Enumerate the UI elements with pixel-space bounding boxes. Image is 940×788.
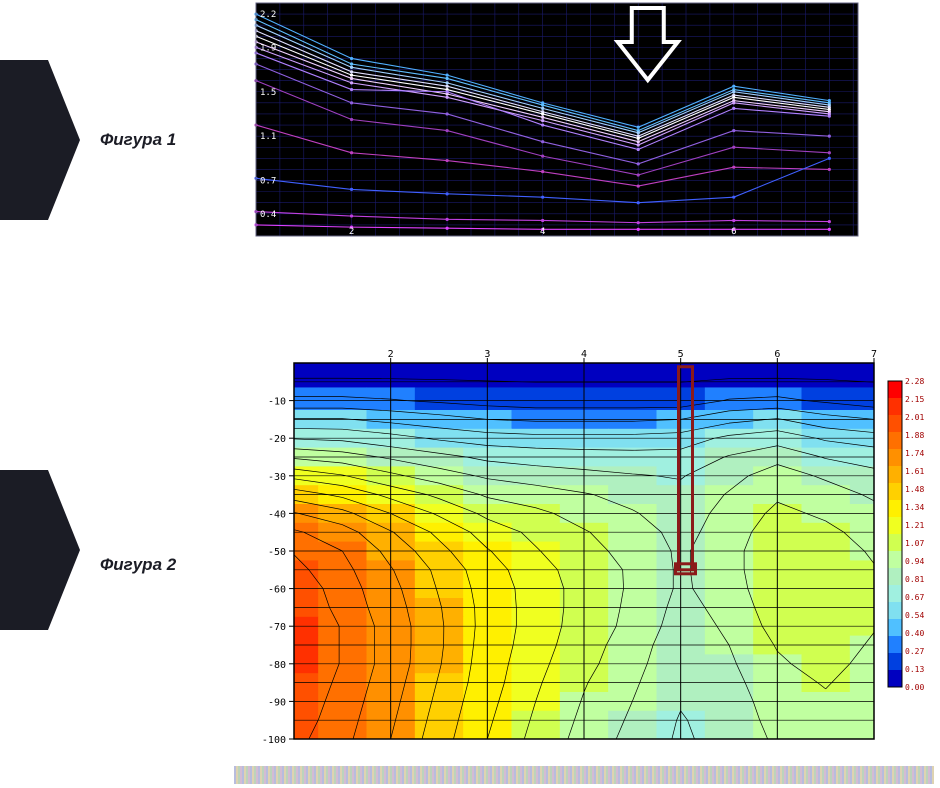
svg-text:2.01: 2.01 [905,413,924,422]
svg-text:0.13: 0.13 [905,665,924,674]
svg-text:-100: -100 [262,735,286,745]
svg-text:0.54: 0.54 [905,611,924,620]
svg-text:1.48: 1.48 [905,485,924,494]
svg-text:7: 7 [871,349,877,360]
svg-text:1.07: 1.07 [905,539,924,548]
svg-text:2: 2 [388,349,394,360]
svg-text:1.88: 1.88 [905,431,924,440]
svg-text:2.15: 2.15 [905,395,924,404]
svg-text:0.00: 0.00 [905,683,924,692]
svg-text:-30: -30 [268,472,286,483]
svg-text:-90: -90 [268,697,286,708]
svg-text:-20: -20 [268,434,286,445]
figure-2-contour-heatmap: 2 3 4 5 6 7 -10 -20 -30 -40 -50 -60 -70 -80 -90 -100 2.2… [234,345,934,755]
svg-text:2.28: 2.28 [905,377,924,386]
svg-text:-40: -40 [268,509,286,520]
svg-text:0.27: 0.27 [905,647,924,656]
svg-text:4: 4 [581,349,587,360]
pointer-fig2 [0,470,80,630]
svg-text:1.21: 1.21 [905,521,924,530]
pointer-fig1 [0,60,80,220]
svg-text:1.61: 1.61 [905,467,924,476]
svg-text:1.9: 1.9 [260,43,276,53]
svg-text:-70: -70 [268,622,286,633]
svg-text:0.67: 0.67 [905,593,924,602]
svg-text:6: 6 [774,349,780,360]
svg-text:3: 3 [484,349,490,360]
svg-text:-50: -50 [268,547,286,558]
svg-text:-80: -80 [268,660,286,671]
svg-text:1.74: 1.74 [905,449,924,458]
label-fig1: Фигура 1 [100,130,176,150]
pointer-shape [0,60,80,220]
svg-text:-10: -10 [268,397,286,408]
svg-text:0.81: 0.81 [905,575,924,584]
label-fig2: Фигура 2 [100,555,176,575]
svg-text:1.1: 1.1 [260,132,276,142]
svg-text:5: 5 [678,349,684,360]
svg-text:0.94: 0.94 [905,557,924,566]
svg-text:0.40: 0.40 [905,629,924,638]
svg-text:-60: -60 [268,585,286,596]
svg-text:2.2: 2.2 [260,10,276,20]
svg-text:1.5: 1.5 [260,88,276,98]
noise-band [234,766,934,784]
svg-text:1.34: 1.34 [905,503,924,512]
pointer-shape [0,470,80,630]
svg-text:0.7: 0.7 [260,177,276,187]
figure-1-line-chart: 0.40.71.11.51.92.2246 [234,0,864,250]
svg-text:0.4: 0.4 [260,210,276,220]
